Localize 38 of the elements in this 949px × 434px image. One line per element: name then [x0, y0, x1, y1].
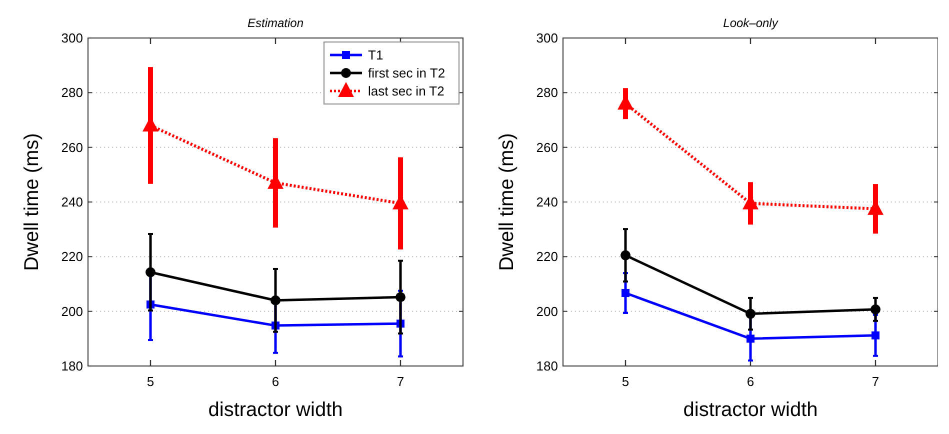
chart-title: Look–only: [723, 16, 779, 30]
point: [620, 250, 630, 260]
x-axis-title: distractor width: [683, 399, 818, 421]
y-tick-label: 280: [536, 85, 558, 100]
y-tick-label: 240: [61, 194, 83, 210]
point: [746, 308, 756, 319]
x-tick-label: 7: [872, 374, 880, 389]
y-axis-title: Dwell time (ms): [21, 133, 43, 271]
x-tick-label: 6: [746, 374, 754, 389]
point: [872, 331, 880, 340]
legend-label: T1: [368, 48, 384, 63]
point: [746, 334, 754, 343]
chart-title: Estimation: [247, 16, 304, 30]
legend-label: first sec in T2: [368, 66, 446, 81]
point: [870, 304, 880, 314]
y-tick-label: 180: [61, 358, 83, 374]
y-tick-label: 220: [61, 249, 83, 264]
y-tick-label: 300: [536, 30, 558, 46]
y-tick-label: 240: [536, 194, 558, 210]
x-tick-label: 5: [622, 374, 630, 389]
y-tick-label: 180: [536, 358, 558, 374]
y-tick-label: 260: [536, 140, 558, 155]
point: [270, 295, 280, 306]
y-tick-label: 220: [536, 249, 558, 264]
x-tick-label: 5: [146, 374, 154, 389]
legend-label: last sec in T2: [368, 84, 444, 99]
y-tick-label: 260: [61, 140, 83, 155]
y-tick-label: 300: [61, 30, 83, 46]
point: [396, 292, 406, 302]
x-tick-label: 6: [272, 374, 280, 389]
y-axis-title: Dwell time (ms): [496, 133, 518, 271]
x-tick-label: 7: [396, 374, 404, 389]
point: [146, 267, 156, 278]
point: [622, 289, 630, 298]
y-tick-label: 200: [536, 304, 558, 319]
y-tick-label: 280: [61, 85, 83, 100]
y-tick-label: 200: [61, 304, 83, 319]
x-axis-title: distractor width: [208, 399, 343, 421]
